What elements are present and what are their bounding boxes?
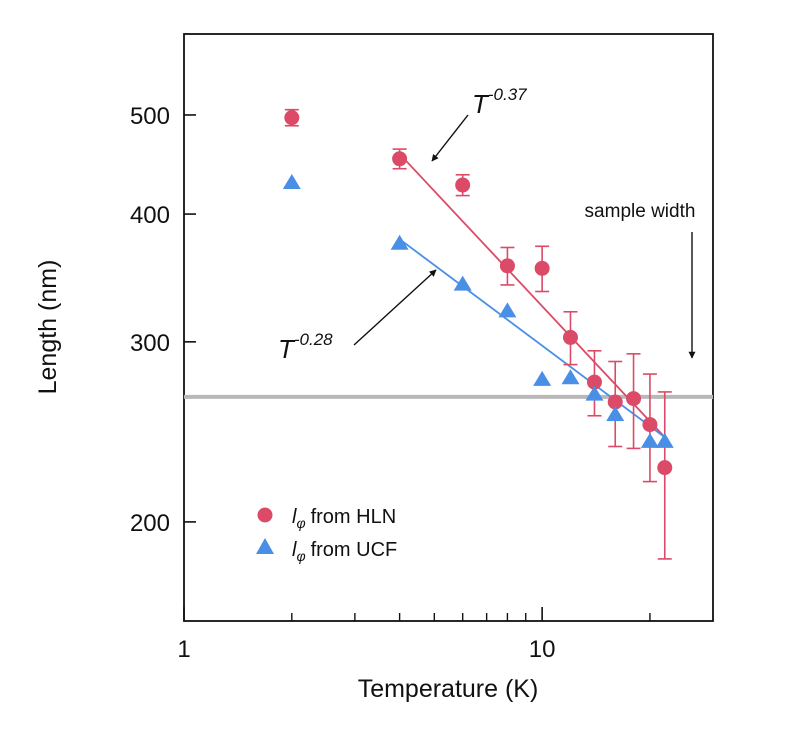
x-tick-label: 1 <box>177 636 190 663</box>
y-axis-label: Length (nm) <box>34 260 62 395</box>
data-point-ucf <box>453 275 472 291</box>
hln-exponent-power: -0.37 <box>488 85 527 104</box>
hln-exponent-base: T <box>472 89 490 119</box>
y-tick-label: 500 <box>130 103 170 130</box>
data-point-hln <box>392 151 408 167</box>
hln-exponent-annotation: T-0.37 <box>472 85 527 119</box>
x-tick-label: 10 <box>529 636 556 663</box>
data-point-hln <box>607 394 623 410</box>
data-point-hln <box>626 391 642 407</box>
legend-marker-ucf <box>256 538 274 554</box>
data-point-hln <box>642 417 658 433</box>
data-point-ucf <box>561 369 580 385</box>
data-point-hln <box>586 374 602 390</box>
data-point-ucf <box>390 234 409 250</box>
legend-label-ucf: from UCF <box>311 539 398 561</box>
legend-label-hln: from HLN <box>311 506 397 528</box>
data-point-hln <box>455 177 471 193</box>
sample-width-label: sample width <box>585 201 696 222</box>
data-point-ucf <box>655 432 674 448</box>
legend: lφ from HLN lφ from UCF <box>256 506 397 564</box>
y-tick-label: 400 <box>130 202 170 229</box>
data-point-hln <box>657 460 673 476</box>
hln-exponent-arrow <box>431 114 469 162</box>
y-tick-label: 200 <box>130 510 170 537</box>
data-point-hln <box>499 258 515 274</box>
legend-symbol-ucf: l <box>292 539 297 561</box>
data-point-ucf <box>640 432 659 448</box>
fit-line-hln <box>398 153 666 438</box>
data-point-hln <box>284 110 300 126</box>
legend-marker-hln <box>257 507 273 523</box>
data-point-hln <box>534 260 550 276</box>
legend-symbol-hln: l <box>292 506 297 528</box>
fit-line-ucf <box>399 238 666 438</box>
data-point-ucf <box>498 302 517 318</box>
ucf-exponent-arrow <box>353 269 437 346</box>
legend-subscript-ucf: φ <box>296 548 305 564</box>
ucf-exponent-annotation: T-0.28 <box>278 330 333 364</box>
legend-subscript-hln: φ <box>296 515 305 531</box>
data-point-hln <box>562 329 578 345</box>
legend-entry-ucf: lφ from UCF <box>292 539 397 564</box>
y-tick-label: 300 <box>130 330 170 357</box>
x-axis-label: Temperature (K) <box>358 675 539 703</box>
plot-frame <box>183 33 714 622</box>
data-point-ucf <box>606 406 625 422</box>
data-point-ucf <box>585 385 604 401</box>
data-point-ucf <box>282 173 301 189</box>
data-point-ucf <box>533 370 552 386</box>
legend-entry-hln: lφ from HLN <box>292 506 396 531</box>
ucf-exponent-base: T <box>278 334 296 364</box>
ucf-exponent-power: -0.28 <box>294 330 333 349</box>
